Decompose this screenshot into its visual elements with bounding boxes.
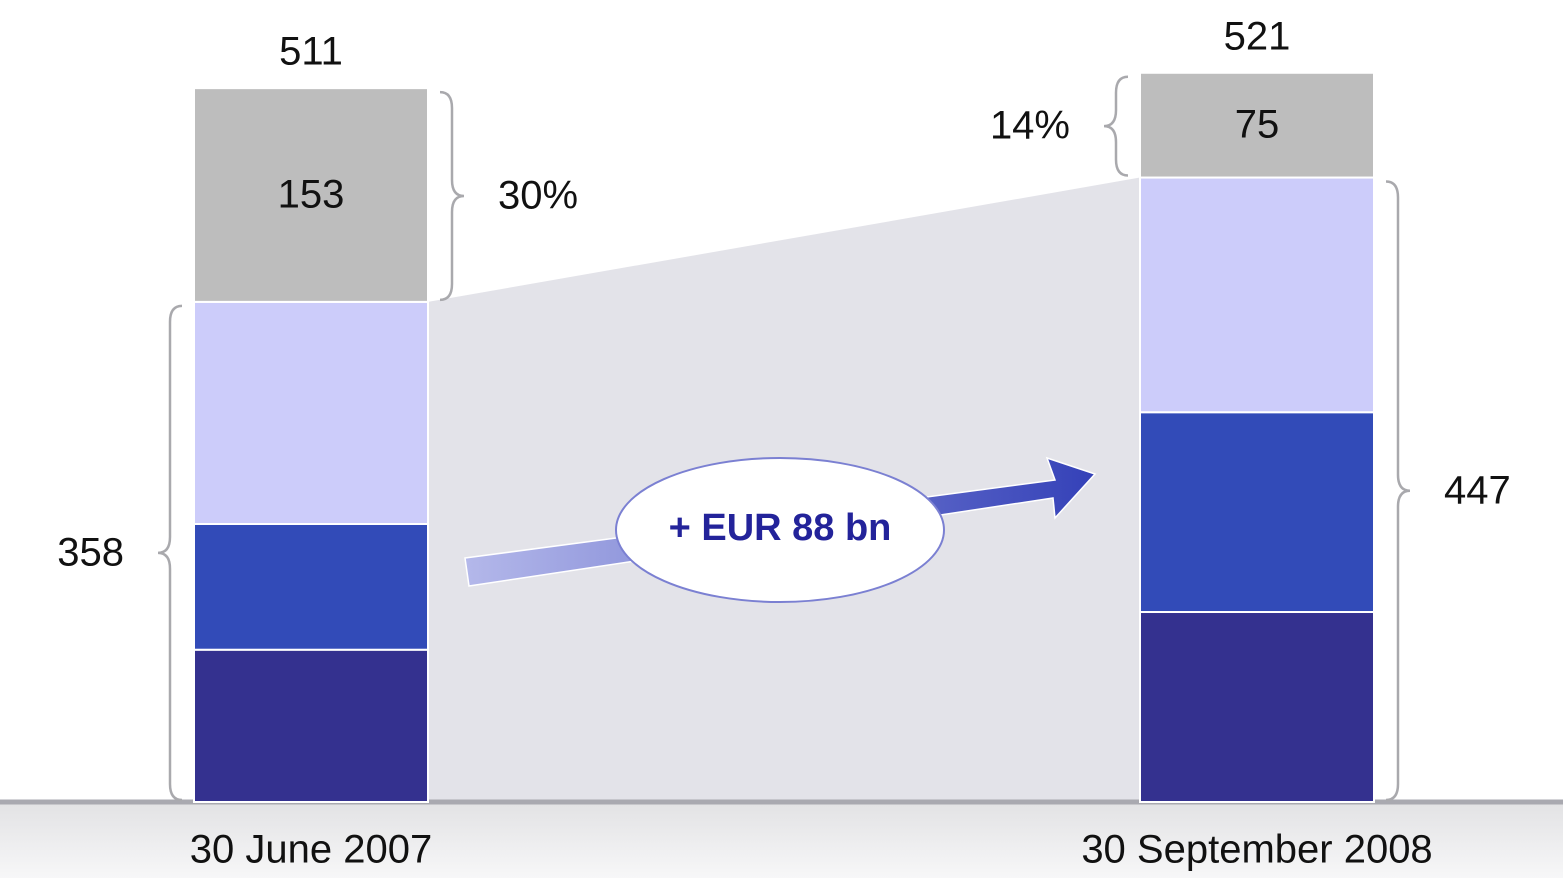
annotations: 153 511 30 June 2007 75 521 30 September 2008… [57,14,1511,871]
bar-segment [1139,411,1375,614]
data-label: 75 [1235,103,1280,147]
bracket-label: 30% [498,174,578,218]
bar-segment [193,87,429,303]
bracket-label: 14% [990,104,1070,148]
total-label: 521 [1224,14,1291,58]
bar-segment [193,522,429,651]
floor [0,802,1563,878]
bars [193,71,1375,803]
bracket-label: 447 [1444,468,1511,512]
bracket-label: 358 [57,530,124,574]
total-label: 511 [279,30,343,74]
arrow-label: + EUR 88 bn [669,507,892,549]
bar-segment [1139,611,1375,803]
arrow-bubble [615,457,945,603]
growth-arrow: + EUR 88 bn [464,456,1097,603]
bar-segment [193,300,429,525]
bracket [1103,75,1129,177]
category-label: 30 June 2007 [190,828,432,872]
bar-segment [1139,71,1375,179]
data-label: 153 [278,173,345,217]
bar-segment [1139,176,1375,414]
bracket [1385,180,1411,802]
category-label: 30 September 2008 [1081,828,1432,872]
bar-segment [193,648,429,803]
bracket [157,304,183,802]
bracket [439,90,465,302]
